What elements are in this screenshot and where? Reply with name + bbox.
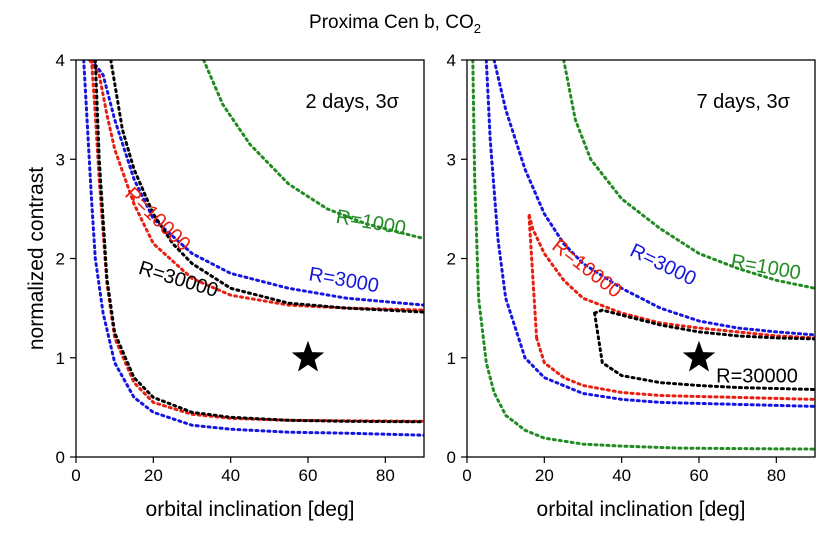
y-tick-label: 1: [56, 349, 65, 368]
y-tick-label: 1: [447, 349, 456, 368]
panel-annotation: 7 days, 3σ: [696, 91, 790, 113]
x-tick-label: 80: [767, 466, 786, 485]
x-tick-label: 40: [612, 466, 631, 485]
x-tick-label: 0: [71, 466, 80, 485]
star-marker: [682, 340, 716, 372]
y-tick-label: 3: [447, 150, 456, 169]
figure-title-subscript: 2: [474, 21, 481, 36]
x-axis-label: orbital inclination [deg]: [537, 498, 746, 521]
figure-title: Proxima Cen b, CO2: [309, 12, 481, 36]
series-group: [82, 60, 424, 437]
left-panel: 0 20 40 60 80 0 1 2 3 4 orbital inclination [deg] n…: [25, 51, 425, 521]
series-line-r-10000-upper: [527, 212, 815, 340]
panel-annotation: 2 days, 3σ: [305, 91, 399, 113]
series-line-r-10000-lower: [90, 60, 424, 423]
curve-label-r-1000: R=1000: [729, 251, 802, 285]
figure-title-text: Proxima Cen b, CO: [309, 12, 474, 33]
series-line-r-10000-lower: [535, 336, 815, 401]
series-line-r-30000-upper: [593, 308, 815, 341]
right-panel: 0 20 40 60 80 0 1 2 3 4 orbital inclination [deg] 7…: [447, 51, 816, 521]
x-tick-label: 20: [144, 466, 163, 485]
series-line-r-1000-upper: [562, 60, 815, 290]
star-marker: [291, 340, 325, 372]
y-tick-label: 2: [56, 250, 65, 269]
series-line-r-3000-upper: [90, 60, 424, 307]
x-tick-label: 60: [299, 466, 318, 485]
y-tick-label: 0: [447, 448, 456, 467]
series-line-r-1000-upper: [202, 60, 424, 241]
series-line-r-30000-upper: [109, 60, 424, 314]
series-line-r-3000-lower: [82, 60, 424, 437]
y-tick-label: 2: [447, 250, 456, 269]
plot-frame: [75, 59, 425, 458]
y-axis-label: normalized contrast: [25, 167, 48, 350]
series-line-r-3000-upper: [492, 60, 815, 337]
series-line-r-30000-lower: [593, 311, 815, 391]
x-tick-label: 20: [535, 466, 554, 485]
x-tick-label: 80: [376, 466, 395, 485]
curve-label-r-1000: R=1000: [334, 206, 407, 240]
y-tick-label: 3: [56, 150, 65, 169]
y-tick-label: 4: [447, 51, 456, 70]
series-group: [471, 60, 815, 451]
x-tick-label: 60: [690, 466, 709, 485]
series-line-r-3000-lower: [484, 60, 815, 408]
series-line-r-1000-lower: [471, 60, 815, 451]
x-tick-label: 0: [462, 466, 471, 485]
curve-label-r-10000: R=10000: [120, 183, 194, 256]
curve-label-r-30000: R=30000: [716, 366, 798, 388]
series-line-r-30000-lower: [93, 60, 424, 424]
x-tick-label: 40: [221, 466, 240, 485]
curve-label-r-10000: R=10000: [548, 235, 626, 303]
curve-label-r-30000: R=30000: [136, 257, 221, 302]
y-tick-label: 4: [56, 51, 65, 70]
x-axis-label: orbital inclination [deg]: [146, 498, 355, 521]
y-tick-label: 0: [56, 448, 65, 467]
